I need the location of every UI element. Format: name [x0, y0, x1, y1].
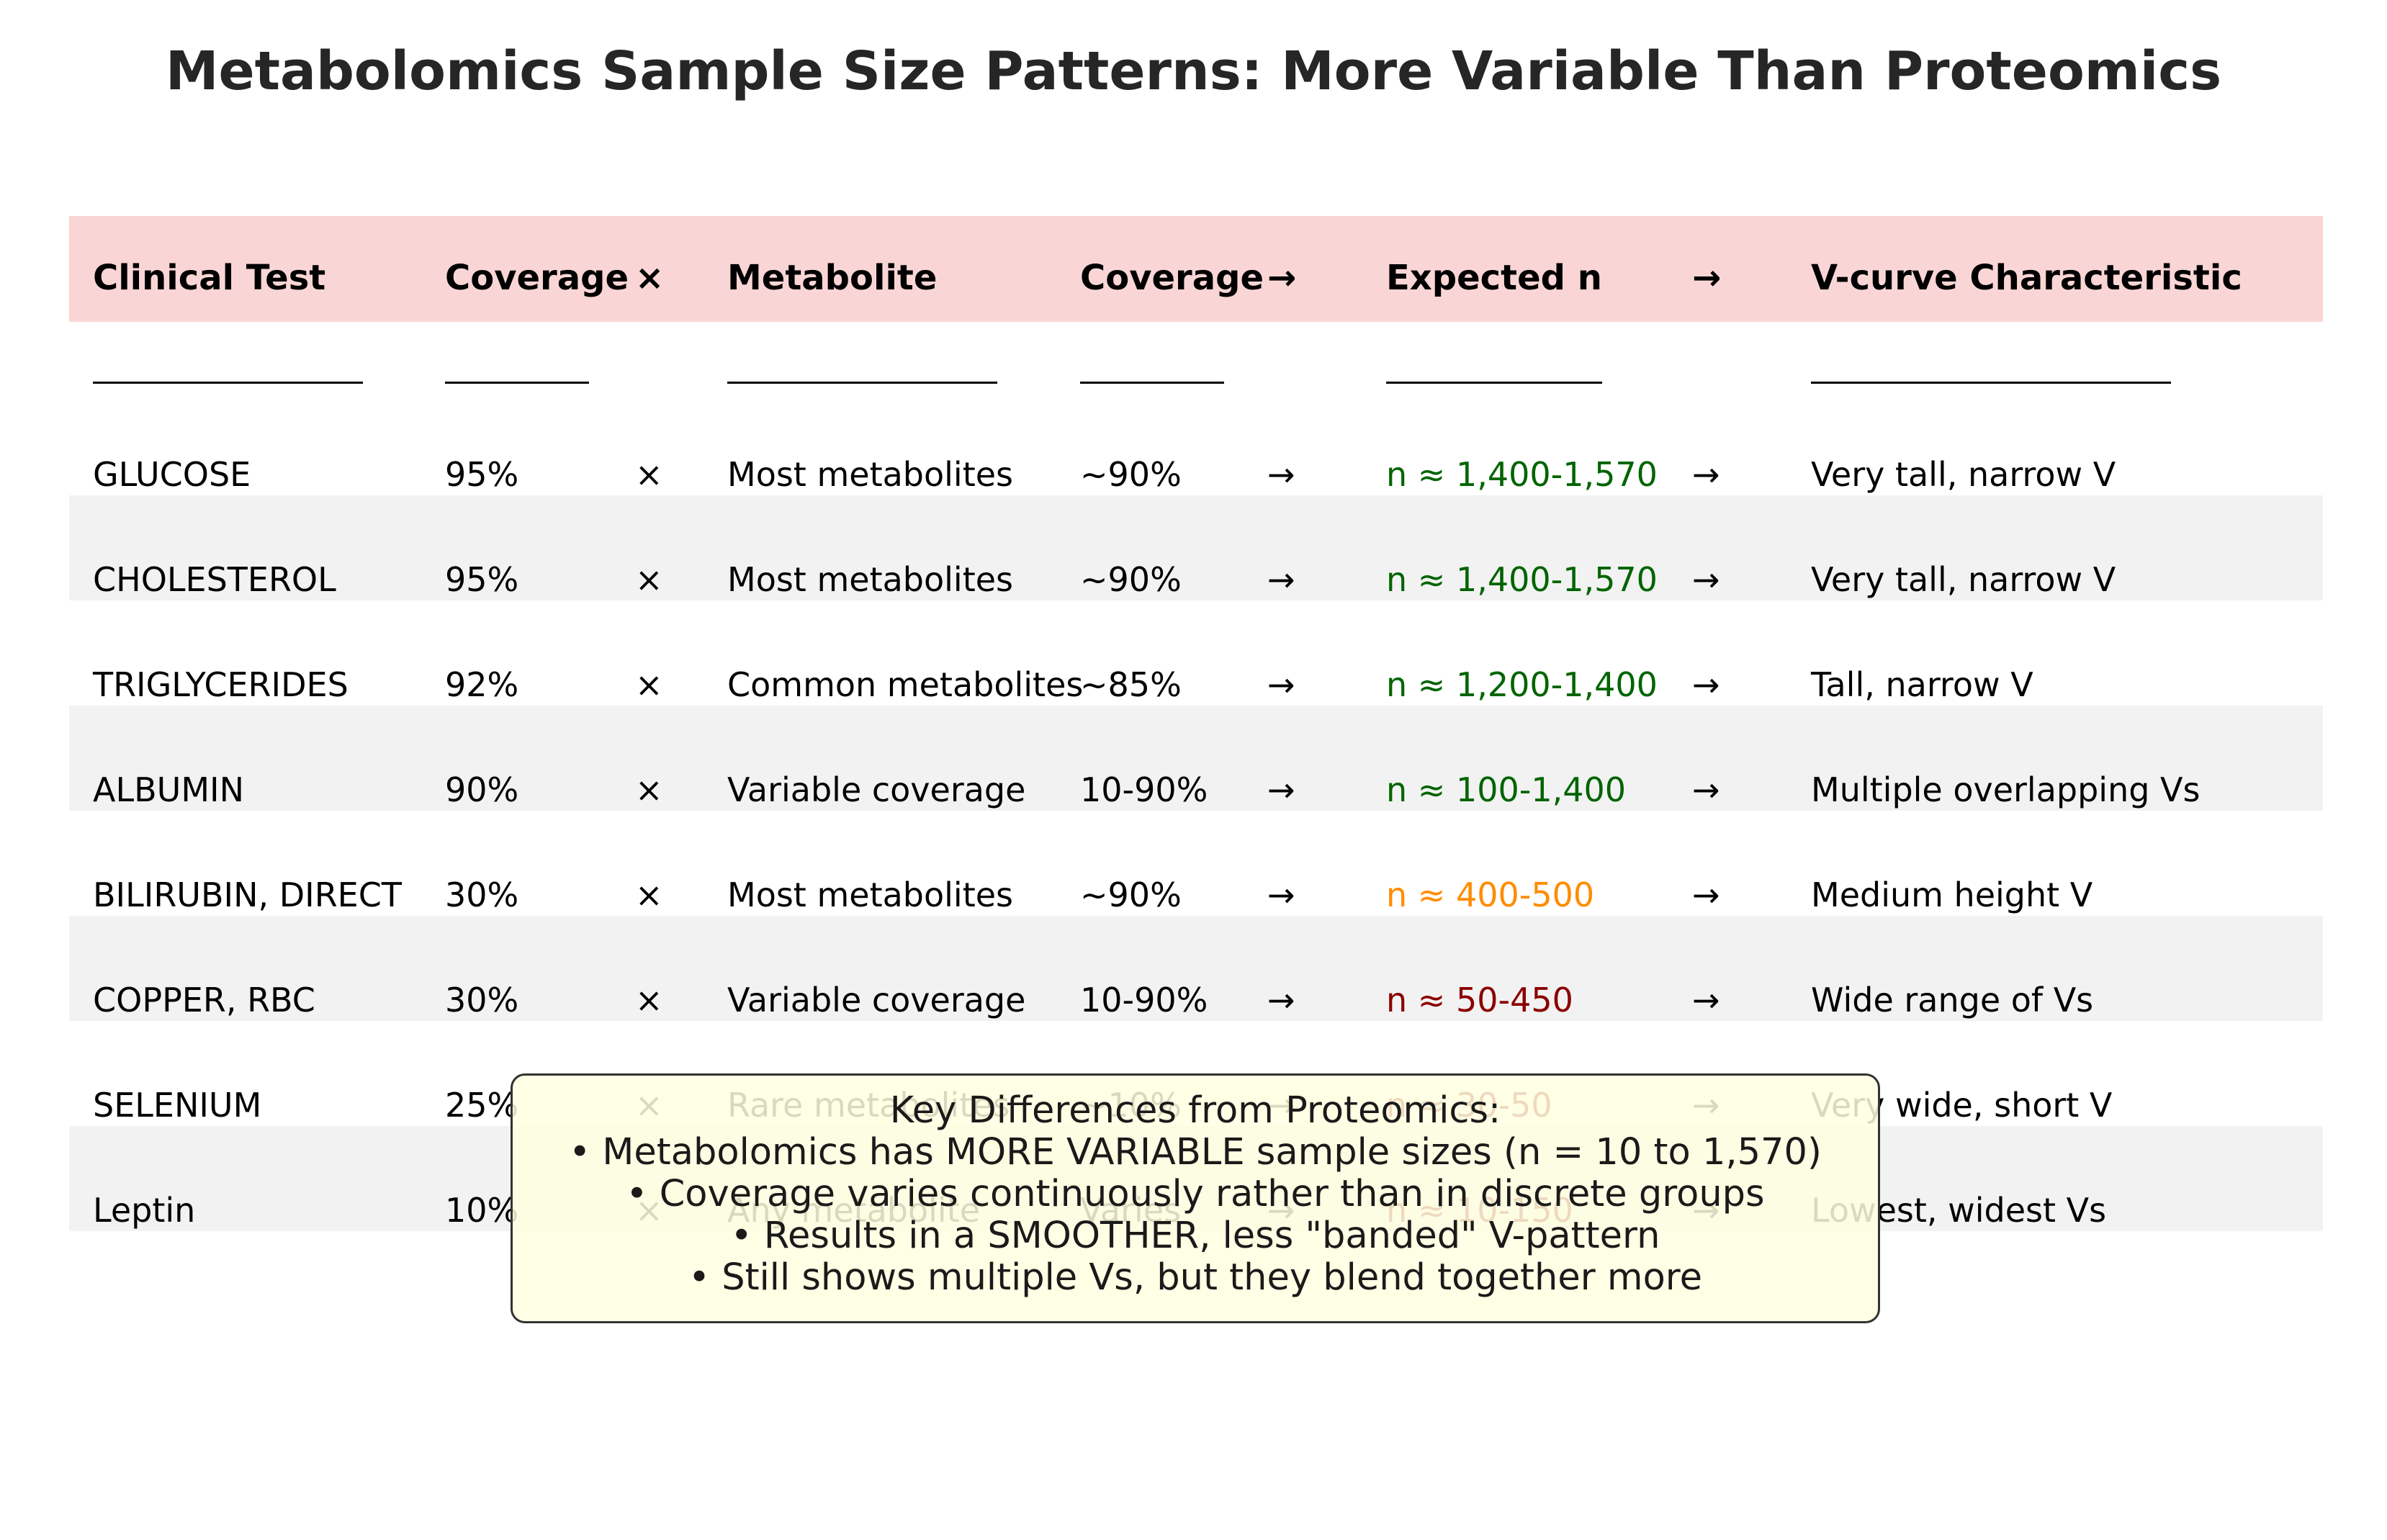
header-col-times: × [635, 258, 665, 298]
table-cell-col-arrow: → [1692, 560, 1720, 599]
header-underline [93, 382, 363, 384]
header-col-met-coverage: Coverage [1080, 258, 1264, 298]
key-differences-heading: Key Differences from Proteomics: [889, 1089, 1501, 1132]
table-cell-col-arrow: → [1692, 981, 1720, 1019]
header-underline [727, 382, 997, 384]
row-band [69, 495, 2323, 600]
header-col-arrow: → [1267, 258, 1297, 298]
table-cell-col-expected-n: n ≈ 100-1,400 [1386, 770, 1627, 809]
table-cell-col-coverage: 95% [445, 455, 519, 494]
table-cell-col-times: × [635, 455, 663, 494]
table-cell-col-clinical-test: COPPER, RBC [93, 981, 315, 1019]
table-cell-col-times: × [635, 665, 663, 704]
header-underline [445, 382, 589, 384]
table-cell-col-met-coverage: ~85% [1080, 665, 1182, 704]
table-cell-col-coverage: 30% [445, 981, 519, 1019]
header-col-clinical-test: Clinical Test [93, 258, 326, 298]
table-cell-col-metabolite: Variable coverage [727, 770, 1026, 809]
table-cell-col-vcurve: Medium height V [1811, 875, 2093, 914]
header-col-arrow: → [1692, 258, 1722, 298]
table-cell-col-clinical-test: CHOLESTEROL [93, 560, 336, 599]
table-cell-col-coverage: 90% [445, 770, 519, 809]
table-cell-col-vcurve: Very tall, narrow V [1811, 560, 2116, 599]
table-cell-col-vcurve: Very tall, narrow V [1811, 455, 2116, 494]
header-col-expected-n: Expected n [1386, 258, 1602, 298]
table-cell-col-met-coverage: ~90% [1080, 455, 1182, 494]
table-cell-col-expected-n: n ≈ 1,400-1,570 [1386, 560, 1658, 599]
table-cell-col-arrow: → [1267, 981, 1295, 1019]
table-cell-col-vcurve: Multiple overlapping Vs [1811, 770, 2201, 809]
chart-title: Metabolomics Sample Size Patterns: More … [165, 40, 2222, 102]
table-cell-col-expected-n: n ≈ 400-500 [1386, 875, 1595, 914]
table-cell-col-met-coverage: ~90% [1080, 560, 1182, 599]
table-cell-col-metabolite: Most metabolites [727, 560, 1013, 599]
table-cell-col-coverage: 95% [445, 560, 519, 599]
table-cell-col-arrow: → [1692, 770, 1720, 809]
key-differences-box: Key Differences from Proteomics: • Metab… [511, 1073, 1880, 1323]
table-cell-col-expected-n: n ≈ 1,200-1,400 [1386, 665, 1658, 704]
header-col-vcurve: V-curve Characteristic [1811, 258, 2242, 298]
table-cell-col-arrow: → [1267, 875, 1295, 914]
table-cell-col-times: × [635, 560, 663, 599]
table-cell-col-times: × [635, 875, 663, 914]
table-cell-col-met-coverage: ~90% [1080, 875, 1182, 914]
table-cell-col-metabolite: Common metabolites [727, 665, 1084, 704]
table-cell-col-times: × [635, 770, 663, 809]
table-cell-col-arrow: → [1692, 455, 1720, 494]
key-difference-item: • Coverage varies continuously rather th… [626, 1173, 1765, 1215]
header-band [69, 216, 2323, 322]
key-difference-item: • Still shows multiple Vs, but they blen… [688, 1256, 1703, 1299]
table-cell-col-metabolite: Most metabolites [727, 455, 1013, 494]
table-cell-col-clinical-test: Leptin [93, 1191, 196, 1230]
table-cell-col-vcurve: Tall, narrow V [1811, 665, 2033, 704]
row-band [69, 706, 2323, 811]
table-cell-col-metabolite: Variable coverage [727, 981, 1026, 1019]
header-col-coverage: Coverage [445, 258, 629, 298]
table-cell-col-arrow: → [1267, 455, 1295, 494]
table-cell-col-arrow: → [1267, 665, 1295, 704]
header-underline [1811, 382, 2171, 384]
table-cell-col-clinical-test: ALBUMIN [93, 770, 244, 809]
table-cell-col-clinical-test: TRIGLYCERIDES [93, 665, 349, 704]
table-cell-col-met-coverage: 10-90% [1080, 770, 1208, 809]
table-cell-col-expected-n: n ≈ 50-450 [1386, 981, 1573, 1019]
table-cell-col-arrow: → [1267, 560, 1295, 599]
table-cell-col-arrow: → [1692, 665, 1720, 704]
table-cell-col-clinical-test: GLUCOSE [93, 455, 251, 494]
header-underline [1386, 382, 1602, 384]
header-underline [1080, 382, 1224, 384]
table-cell-col-clinical-test: BILIRUBIN, DIRECT [93, 875, 402, 914]
table-cell-col-metabolite: Most metabolites [727, 875, 1013, 914]
table-cell-col-times: × [635, 981, 663, 1019]
table-cell-col-vcurve: Wide range of Vs [1811, 981, 2094, 1019]
table-cell-col-met-coverage: 10-90% [1080, 981, 1208, 1019]
row-band [69, 916, 2323, 1021]
table-cell-col-coverage: 25% [445, 1086, 519, 1125]
key-difference-item: • Results in a SMOOTHER, less "banded" V… [730, 1215, 1660, 1257]
header-col-metabolite: Metabolite [727, 258, 938, 298]
table-cell-col-arrow: → [1692, 875, 1720, 914]
key-difference-item: • Metabolomics has MORE VARIABLE sample … [569, 1131, 1822, 1174]
table-cell-col-coverage: 10% [445, 1191, 519, 1230]
table-cell-col-coverage: 30% [445, 875, 519, 914]
table-cell-col-arrow: → [1267, 770, 1295, 809]
table-cell-col-expected-n: n ≈ 1,400-1,570 [1386, 455, 1658, 494]
table-cell-col-clinical-test: SELENIUM [93, 1086, 262, 1125]
table-cell-col-coverage: 92% [445, 665, 519, 704]
